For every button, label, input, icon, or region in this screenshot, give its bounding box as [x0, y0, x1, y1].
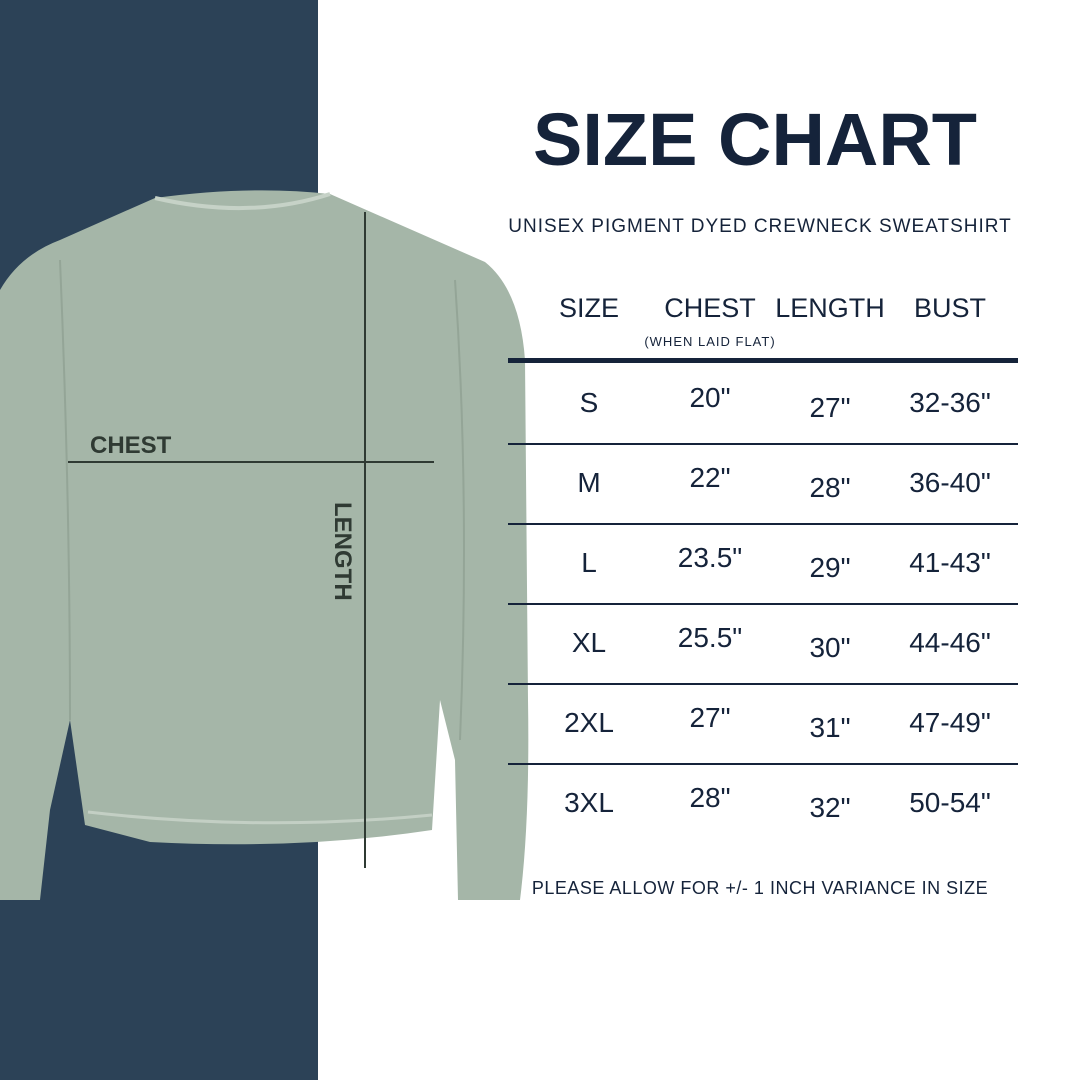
length-label: LENGTH [329, 502, 356, 601]
row-divider [508, 523, 1018, 525]
header-divider [508, 358, 1018, 363]
cell-length: 32" [809, 792, 851, 823]
row-divider [508, 683, 1018, 685]
cell-chest: 22" [689, 462, 731, 493]
cell-length: 30" [809, 632, 851, 663]
cell-bust: 36-40" [909, 467, 991, 498]
cell-size: L [581, 547, 597, 578]
header-bust: BUST [913, 293, 986, 323]
cell-bust: 47-49" [909, 707, 991, 738]
cell-bust: 44-46" [909, 627, 991, 658]
cell-bust: 50-54" [909, 787, 991, 818]
cell-length: 29" [809, 552, 851, 583]
variance-note: PLEASE ALLOW FOR +/- 1 INCH VARIANCE IN … [531, 878, 989, 898]
row-divider [508, 443, 1018, 445]
cell-size: S [579, 387, 599, 418]
chest-label: CHEST [90, 432, 172, 459]
row-divider [508, 603, 1018, 605]
cell-bust: 41-43" [909, 547, 991, 578]
cell-chest: 28" [689, 782, 731, 813]
cell-length: 31" [809, 712, 851, 743]
subtitle: UNISEX PIGMENT DYED CREWNECK SWEATSHIRT [508, 216, 1012, 237]
cell-bust: 32-36" [909, 387, 991, 418]
header-length: LENGTH [775, 293, 885, 323]
cell-size: 3XL [564, 787, 614, 818]
row-divider [508, 763, 1018, 765]
cell-size: XL [571, 627, 607, 658]
header-size: SIZE [558, 293, 619, 323]
cell-chest: 27" [689, 702, 731, 733]
cell-chest: 25.5" [677, 622, 743, 653]
page-title: SIZE CHART [533, 98, 977, 181]
cell-length: 28" [809, 472, 851, 503]
header-chest: CHEST [664, 293, 756, 323]
cell-length: 27" [809, 392, 851, 423]
chest-note: (WHEN LAID FLAT) [644, 334, 776, 349]
cell-chest: 20" [689, 382, 731, 413]
cell-size: M [577, 467, 601, 498]
cell-chest: 23.5" [677, 542, 743, 573]
cell-size: 2XL [564, 707, 614, 738]
